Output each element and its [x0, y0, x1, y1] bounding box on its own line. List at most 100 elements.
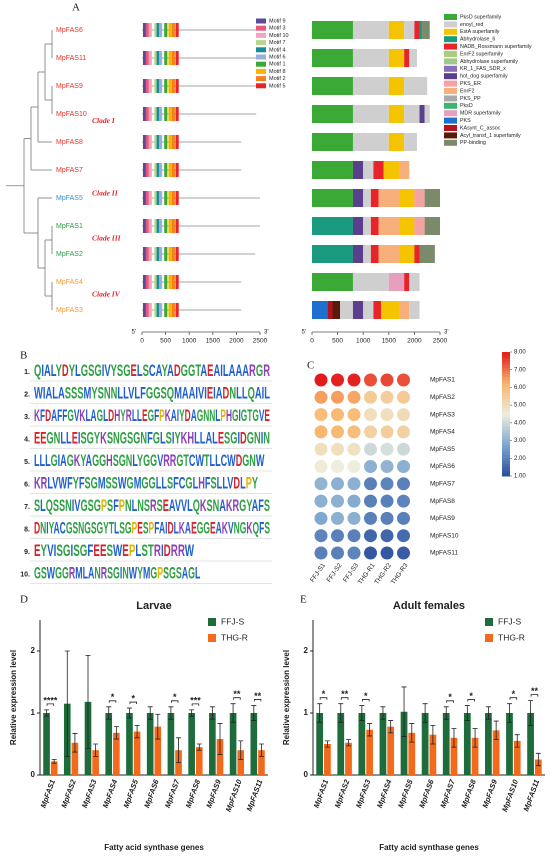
bar: [71, 742, 79, 775]
panel-label: C: [307, 360, 314, 372]
domain-block: [404, 105, 420, 123]
domain-block: [373, 161, 384, 179]
error-bar: [535, 752, 541, 767]
colorbar-label: 2.00: [514, 456, 526, 462]
domain-block: [381, 301, 400, 319]
tick-label: 2500: [433, 338, 448, 345]
bar: [421, 713, 429, 775]
y-tick-label: 1: [304, 708, 309, 717]
bar: [345, 742, 352, 775]
motif-block: [148, 303, 152, 317]
error-bar: [528, 700, 534, 726]
colorbar-step: [502, 410, 510, 415]
error-bar: [168, 706, 174, 720]
clade-label: Clade II: [92, 189, 119, 198]
legend-swatch: [208, 618, 216, 626]
logo-row-label: 1.: [24, 369, 30, 376]
error-bar: [443, 706, 449, 720]
colorbar-step: [502, 448, 510, 452]
motif-block: [171, 219, 175, 233]
motif-block: [171, 23, 175, 37]
heat-dot: [397, 442, 410, 456]
domain-block: [312, 77, 353, 95]
motif-block: [171, 79, 175, 93]
motif-block: [154, 135, 158, 149]
axis-end-label: 5': [302, 330, 306, 336]
bar: [358, 713, 366, 775]
heat-dot: [397, 373, 410, 387]
motif-block: [168, 79, 172, 93]
motif-block: [156, 51, 160, 65]
logo-row-label: 8.: [24, 526, 30, 533]
significance-label: *: [448, 692, 452, 702]
bar: [324, 744, 331, 775]
motif-block: [148, 191, 152, 205]
x-tick-label: MpFAS6: [142, 778, 161, 810]
motif-block: [158, 219, 163, 233]
error-bar: [388, 720, 394, 734]
motif-block: [164, 79, 168, 93]
heat-dot: [347, 546, 361, 560]
motif-block: [156, 247, 160, 261]
colorbar-step: [502, 364, 510, 368]
motif-block: [158, 107, 163, 121]
colorbar-step: [502, 404, 510, 409]
colorbar-label: 4.00: [514, 420, 526, 426]
logo-row-label: 6.: [24, 481, 30, 488]
x-tick-label: MpFAS2: [333, 778, 352, 810]
colorbar-step: [502, 414, 510, 418]
x-tick-label: MpFAS3: [80, 778, 99, 810]
motif-block: [156, 135, 160, 149]
motif-block: [154, 163, 158, 177]
logo-row-label: 4.: [24, 436, 30, 443]
bar: [105, 713, 113, 775]
gene-label: MpFAS7: [56, 167, 83, 174]
domain-block: [340, 301, 353, 319]
error-bar: [230, 703, 236, 723]
heat-dot: [397, 460, 410, 473]
domain-legend-swatch: [444, 28, 457, 35]
heat-dot: [314, 460, 328, 473]
legend-label: THG-R: [221, 632, 248, 642]
motif-legend-label: Motif 10: [269, 33, 289, 39]
motif-block: [175, 191, 179, 205]
error-bar: [464, 705, 470, 721]
domain-block: [399, 301, 410, 319]
colorbar-step: [502, 367, 510, 372]
y-tick-label: 1: [31, 708, 36, 717]
motif-block: [145, 303, 149, 317]
colorbar-step: [502, 355, 510, 359]
domain-legend-swatch: [444, 80, 457, 87]
error-bar: [485, 706, 491, 720]
motif-block: [168, 191, 172, 205]
domain-block: [414, 21, 420, 39]
heat-row-label: MpFAS7: [430, 481, 455, 488]
domain-block: [378, 245, 400, 263]
chart-title: Larvae: [136, 600, 171, 612]
significance-bracket: [191, 703, 200, 706]
gene-label: MpFAS11: [56, 55, 86, 62]
bar: [387, 726, 395, 775]
x-tick-label: MpFAS7: [163, 778, 182, 810]
domain-legend-swatch: [444, 102, 457, 109]
motif-block: [171, 107, 175, 121]
bar: [146, 713, 154, 775]
motif-block: [156, 219, 160, 233]
domain-legend-label: KAsynt_C_assoc: [460, 125, 501, 131]
error-bar: [209, 706, 215, 720]
domain-block: [312, 21, 353, 39]
motif-block: [171, 247, 175, 261]
tick-label: 0: [310, 338, 314, 345]
significance-bracket: [253, 699, 262, 702]
heat-row-label: MpFAS6: [430, 463, 455, 470]
error-bar: [430, 725, 436, 745]
domain-legend-swatch: [444, 132, 457, 139]
motif-block: [175, 23, 179, 37]
heat-dot: [331, 408, 344, 422]
logo-sequence: GSWGGRMLANRSGINWYMGPSGSAGL: [34, 564, 200, 583]
bar: [485, 713, 492, 775]
significance-bracket: [446, 700, 454, 703]
x-tick-label: MpFAS8: [459, 778, 478, 810]
bar: [429, 734, 437, 775]
